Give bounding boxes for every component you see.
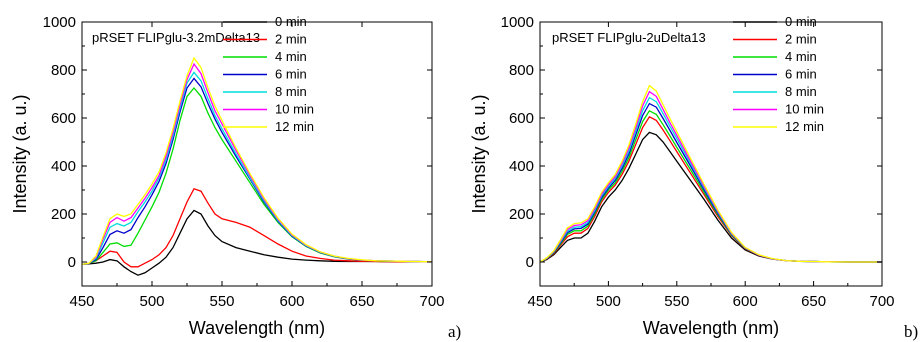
chart-title: pRSET FLIPglu-3.2mDelta13 — [92, 30, 260, 45]
series-line-10-min — [540, 90, 882, 263]
y-tick-label: 800 — [509, 62, 534, 79]
series-line-6-min — [540, 102, 882, 263]
legend-label: 6 min — [275, 67, 307, 82]
x-axis-label: Wavelength (nm) — [189, 318, 325, 338]
y-tick-label: 200 — [51, 206, 76, 223]
legend-label: 2 min — [785, 32, 817, 47]
y-tick-label: 400 — [509, 158, 534, 175]
y-axis-label: Intensity (a. u.) — [10, 94, 30, 213]
series-line-8-min — [82, 71, 432, 266]
legend-label: 0 min — [785, 14, 817, 29]
series-line-6-min — [82, 77, 432, 266]
legend-label: 8 min — [785, 84, 817, 99]
x-tick-label: 650 — [349, 293, 374, 310]
y-tick-label: 600 — [509, 110, 534, 127]
y-tick-label: 600 — [51, 110, 76, 127]
x-tick-label: 500 — [139, 293, 164, 310]
x-tick-label: 600 — [279, 293, 304, 310]
panel-label: a) — [448, 322, 461, 341]
series-line-8-min — [540, 96, 882, 263]
legend-label: 0 min — [275, 14, 307, 29]
x-tick-label: 500 — [596, 293, 621, 310]
y-tick-label: 400 — [51, 158, 76, 175]
series-line-4-min — [82, 86, 432, 266]
chart-panel-b: 450 500 550 600 650 700 0 200 400 600 800 1000 Wavel… — [469, 14, 918, 341]
chart-title: pRSET FLIPglu-2uDelta13 — [552, 30, 706, 45]
legend-label: 10 min — [275, 102, 314, 117]
legend-label: 4 min — [785, 49, 817, 64]
x-tick-label: 450 — [527, 293, 552, 310]
chart-panel-a: 450 500 550 600 650 700 0 200 400 600 800 1000 Wavel… — [10, 14, 461, 341]
legend-label: 6 min — [785, 67, 817, 82]
x-axis-label: Wavelength (nm) — [643, 318, 779, 338]
legend-label: 12 min — [275, 119, 314, 134]
legend-label: 8 min — [275, 84, 307, 99]
y-tick-label: 200 — [509, 206, 534, 223]
legend-label: 12 min — [785, 119, 824, 134]
y-tick-label: 1000 — [43, 14, 76, 31]
plot-frame — [539, 21, 883, 287]
series-line-2-min — [540, 115, 882, 263]
x-tick-label: 650 — [801, 293, 826, 310]
y-tick-label: 800 — [51, 62, 76, 79]
y-tick-label: 0 — [68, 254, 76, 271]
series-line-2-min — [82, 188, 432, 268]
legend-label: 10 min — [785, 102, 824, 117]
x-tick-label: 450 — [69, 293, 94, 310]
x-tick-label: 550 — [209, 293, 234, 310]
series-line-12-min — [82, 56, 432, 266]
plot-frame — [81, 21, 433, 287]
y-tick-label: 0 — [526, 254, 534, 271]
legend: 0 min 2 min 4 min 6 min 8 min 10 min 12 min — [223, 14, 314, 134]
series-line-0-min — [82, 209, 432, 276]
x-tick-label: 700 — [419, 293, 444, 310]
x-tick-label: 550 — [664, 293, 689, 310]
series-line-12-min — [540, 84, 882, 263]
x-tick-label: 700 — [869, 293, 894, 310]
legend-label: 4 min — [275, 49, 307, 64]
plot-area-b — [540, 84, 882, 263]
legend: 0 min 2 min 4 min 6 min 8 min 10 min 12 min — [733, 14, 824, 134]
series-line-10-min — [82, 62, 432, 266]
y-axis-label: Intensity (a. u.) — [469, 94, 489, 213]
y-tick-label: 1000 — [501, 14, 534, 31]
plot-area-a — [82, 56, 432, 276]
series-line-4-min — [540, 109, 882, 263]
panel-label: b) — [904, 322, 918, 341]
x-tick-label: 600 — [733, 293, 758, 310]
legend-label: 2 min — [275, 32, 307, 47]
